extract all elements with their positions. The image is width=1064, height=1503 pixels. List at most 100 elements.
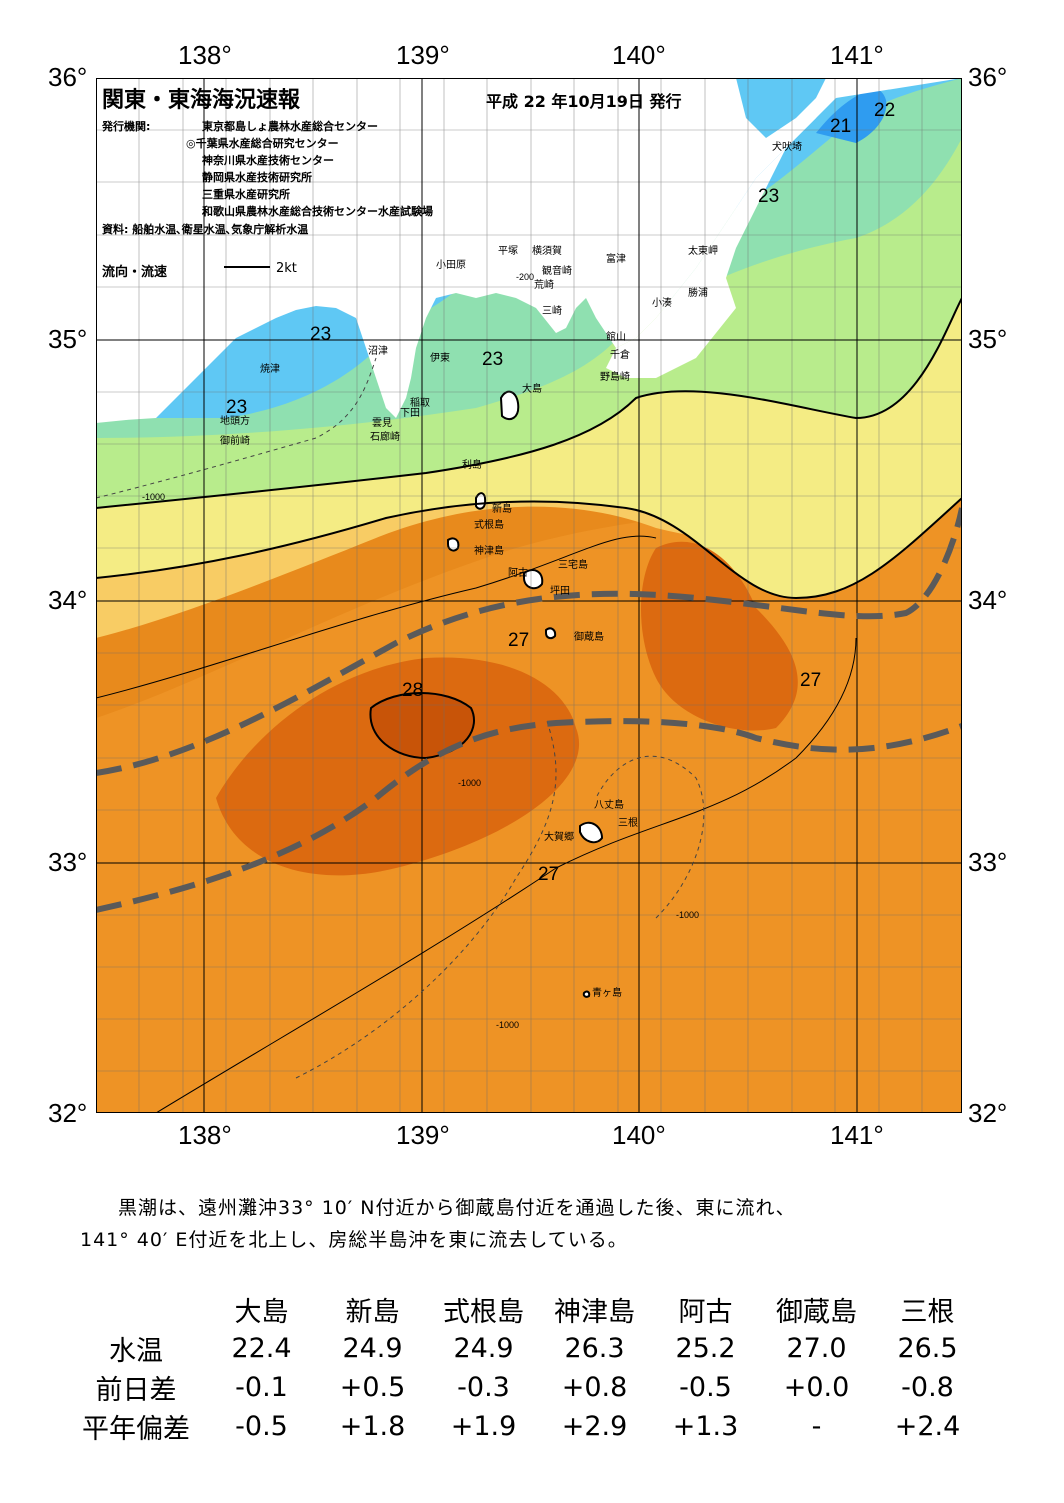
- summary: 黒潮は、遠州灘沖33° 10′ N付近から御蔵島付近を通過した後、東に流れ、 1…: [80, 1192, 980, 1256]
- place-nojimazaki: 野島崎: [600, 370, 630, 383]
- stats-cell: +1.9: [450, 1411, 517, 1442]
- island-mikurajima: [545, 627, 557, 640]
- lat-tick-36-left: 36°: [48, 62, 88, 92]
- place-tsubota: 坪田: [550, 584, 570, 597]
- stats-cell: +2.4: [894, 1411, 961, 1442]
- zone-t28-east: [641, 541, 798, 731]
- publisher-4: 静岡県水産技術研究所: [202, 171, 312, 184]
- isobath-label: -200: [516, 272, 534, 282]
- publisher-1: 東京都島しょ農林水産総合センター: [202, 120, 378, 133]
- place-kumomi: 雲見: [372, 417, 392, 429]
- place-futtsu: 富津: [606, 252, 626, 265]
- flow-legend-arrow-icon: [224, 266, 270, 268]
- lon-tick-138-bottom: 138°: [178, 1120, 232, 1150]
- stats-cell: 27.0: [786, 1333, 847, 1364]
- publisher-2: ◎千葉県水産総合研究センター: [186, 137, 339, 150]
- stats-cell: 24.9: [342, 1333, 403, 1364]
- place-shikinejima: 式根島: [474, 518, 504, 531]
- isotherms-thin: [96, 535, 857, 1113]
- stats-cell: +0.0: [783, 1372, 850, 1403]
- place-tateyama: 館山: [606, 330, 626, 343]
- temp-label-28: 28: [402, 680, 423, 701]
- isobaths: [96, 357, 705, 1079]
- stats-row-daily-diff: 前日差 -0.1 +0.5 -0.3 +0.8 -0.5 +0.0 -0.8: [66, 1368, 983, 1407]
- stats-cell: -0.1: [235, 1372, 288, 1403]
- place-kominato: 小湊: [652, 296, 672, 309]
- stats-row-label: 水温: [109, 1336, 163, 1367]
- place-niijima: 新島: [492, 502, 512, 515]
- lat-tick-32-left: 32°: [48, 1098, 88, 1128]
- publisher-6: 和歌山県農林水産総合技術センター水産試験場: [202, 205, 433, 218]
- temp-label-27-e: 27: [800, 670, 821, 691]
- grid-major: [96, 78, 962, 1113]
- lat-tick-35-right: 35°: [968, 324, 1008, 354]
- isobath-labels: -200 -1000 -1000 -1000 -1000: [142, 272, 699, 1030]
- island-aogashima: [582, 990, 591, 998]
- place-arasaki: 荒崎: [534, 278, 554, 291]
- stats-cell: -0.3: [457, 1372, 510, 1403]
- stats-cell: +1.8: [339, 1411, 406, 1442]
- place-yaizu: 焼津: [260, 363, 280, 375]
- isobath-label: -1000: [676, 910, 699, 920]
- lat-tick-33-right: 33°: [968, 847, 1008, 877]
- lon-tick-140-top: 140°: [612, 40, 666, 70]
- island-kozushima: [447, 537, 460, 552]
- summary-line-2: 141° 40′ E付近を北上し、房総半島沖を東に流去している。: [80, 1229, 628, 1251]
- flow-legend-scale: 2kt: [276, 261, 297, 276]
- sea-temperature-map: 21 22 23 23 23 23 27 27 27 28 -200 -1000…: [96, 78, 962, 1113]
- isotherms: [96, 297, 962, 760]
- place-misaki: 三崎: [542, 304, 562, 317]
- isobath-label: -1000: [142, 492, 165, 502]
- temp-numbers: 21 22 23 23 23 23 27 27 27 28: [226, 100, 895, 885]
- place-odawara: 小田原: [436, 259, 466, 271]
- stats-cell: 25.2: [675, 1333, 736, 1364]
- place-mitsune: 三根: [618, 816, 638, 829]
- stats-cell: -0.8: [901, 1372, 954, 1403]
- place-toshima: 利島: [462, 458, 482, 471]
- lon-tick-141-top: 141°: [830, 40, 884, 70]
- place-kozushima: 神津島: [474, 544, 504, 557]
- island-niijima: [475, 492, 487, 510]
- sources: 資料: 船舶水温､衛星水温､気象庁解析水温: [102, 223, 309, 236]
- lon-tick-139-top: 139°: [396, 40, 450, 70]
- island-oshima: [499, 390, 520, 421]
- lat-tick-36-right: 36°: [968, 62, 1008, 92]
- summary-line-1: 黒潮は、遠州灘沖33° 10′ N付近から御蔵島付近を通過した後、東に流れ、: [118, 1197, 796, 1219]
- place-katsuura: 勝浦: [688, 286, 708, 299]
- place-inubozaki: 犬吠埼: [772, 140, 802, 153]
- lon-tick-141-bottom: 141°: [830, 1120, 884, 1150]
- stats-cell: +1.3: [672, 1411, 739, 1442]
- stats-cell: -0.5: [679, 1372, 732, 1403]
- isobath-label: -1000: [496, 1020, 519, 1030]
- stats-cell: +0.5: [339, 1372, 406, 1403]
- stats-col-oshima: 大島: [234, 1297, 289, 1328]
- place-kannonzaki: 観音崎: [542, 264, 572, 277]
- place-aogashima: 青ヶ島: [592, 986, 622, 999]
- stats-col-kozushima: 神津島: [554, 1297, 635, 1328]
- place-oshima: 大島: [522, 382, 542, 395]
- temp-label-23-ne: 23: [758, 186, 779, 207]
- place-miyakejima: 三宅島: [558, 558, 588, 571]
- place-hachijojima: 八丈島: [594, 798, 624, 811]
- lat-tick-32-right: 32°: [968, 1098, 1008, 1128]
- temp-label-23-w: 23: [482, 349, 503, 370]
- temp-label-23-izu: 23: [310, 324, 331, 345]
- temp-label-23-sw: 23: [226, 397, 247, 418]
- stats-cell: -0.5: [235, 1411, 288, 1442]
- place-hiratsuka: 平塚: [498, 245, 518, 257]
- publisher-3: 神奈川県水産技術センター: [202, 154, 334, 167]
- zone-t28: [216, 657, 580, 876]
- map-title: 関東・東海海況速報: [102, 88, 301, 113]
- place-okago: 大賀郷: [544, 830, 574, 843]
- stats-cell: -: [811, 1411, 822, 1442]
- stats-cell: 24.9: [453, 1333, 514, 1364]
- lat-tick-34-left: 34°: [48, 585, 88, 615]
- stats-row-temperature: 水温 22.4 24.9 24.9 26.3 25.2 27.0 26.5: [66, 1329, 983, 1368]
- place-chikura: 千倉: [610, 348, 630, 361]
- island-miyakejima: [523, 569, 544, 590]
- stats-col-ako: 阿古: [678, 1297, 733, 1328]
- stats-corner: [66, 1290, 206, 1329]
- stats-col-mikurajima: 御蔵島: [776, 1297, 857, 1328]
- zone-t22-ne: [736, 78, 962, 208]
- grid-minor: [96, 78, 962, 1113]
